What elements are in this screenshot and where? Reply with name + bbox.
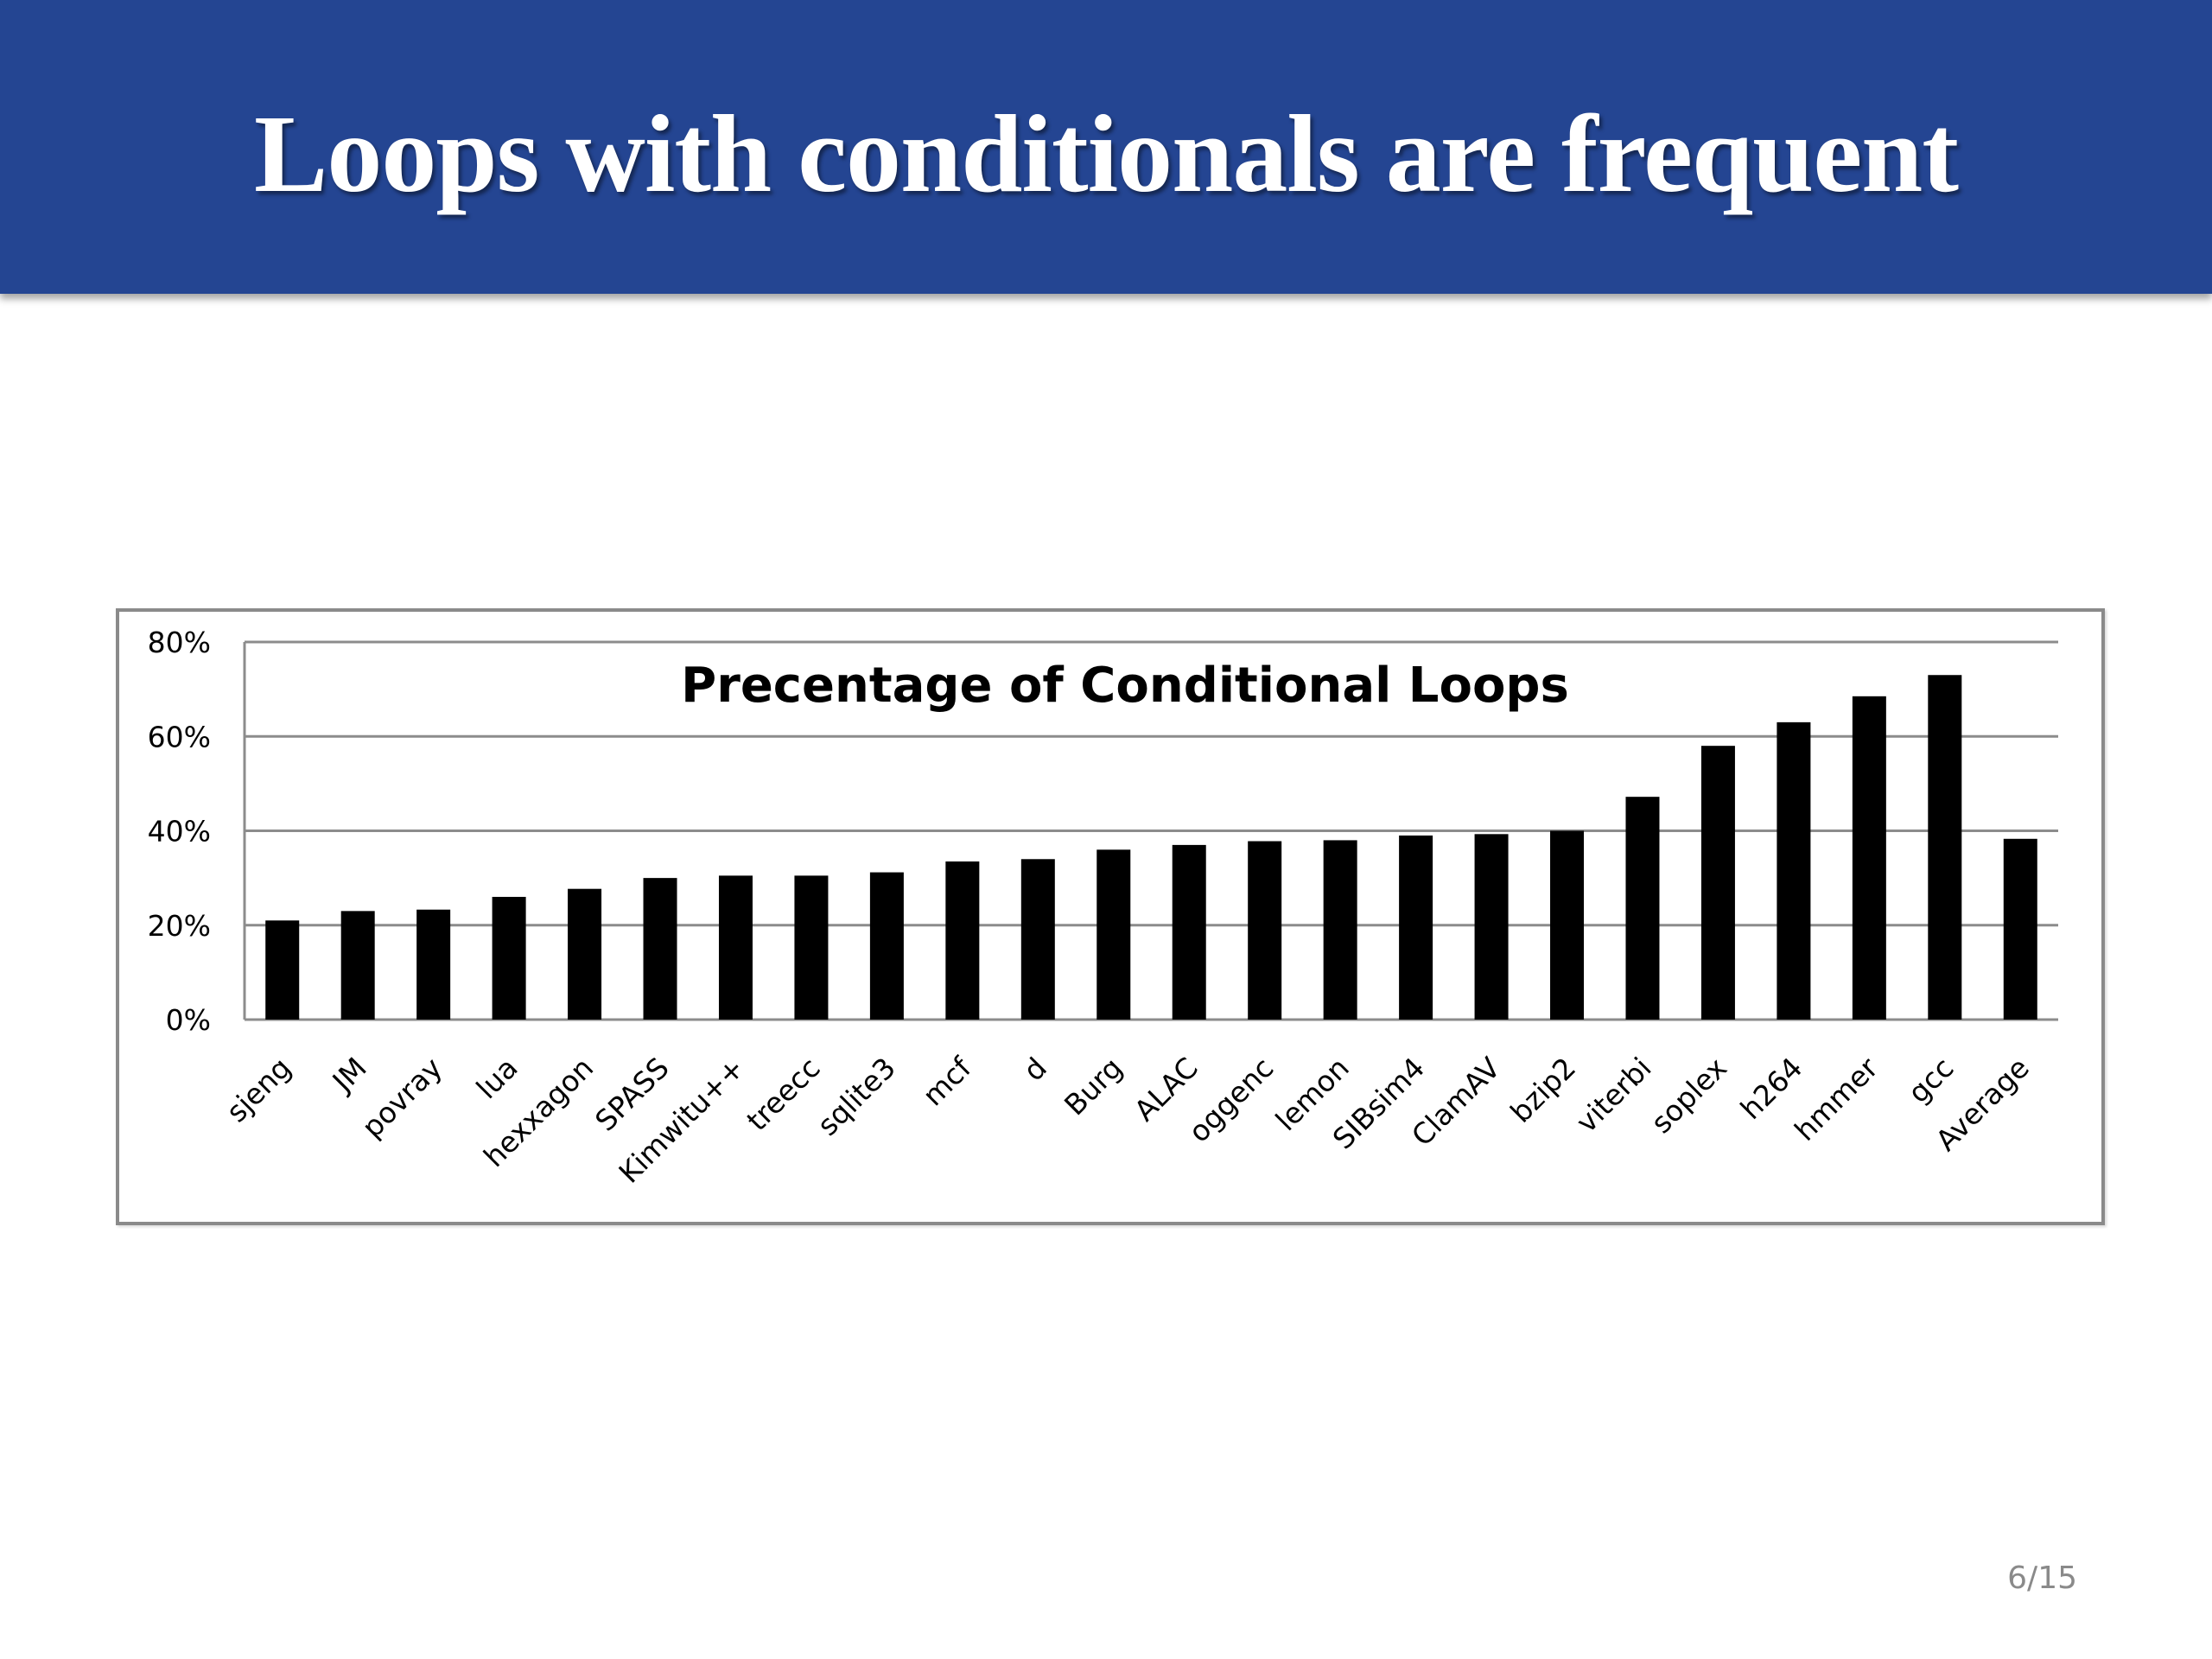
bar-hexxagon: [568, 888, 602, 1020]
bar-mcf: [945, 861, 980, 1020]
bar-lua: [492, 896, 526, 1020]
x-tick-label: d: [1017, 1051, 1053, 1087]
page-number: 6/15: [2007, 1560, 2077, 1596]
y-tick-label: 0%: [166, 1003, 211, 1037]
bar-d: [1020, 859, 1055, 1020]
bar-lemon: [1323, 840, 1357, 1020]
bar-burg: [1096, 849, 1131, 1020]
x-tick-label: JM: [325, 1051, 373, 1099]
y-tick-label: 20%: [148, 909, 211, 943]
x-tick-label: gcc: [1901, 1051, 1960, 1109]
y-tick-label: 60%: [148, 720, 211, 753]
bar-treecc: [794, 875, 829, 1020]
y-tick-label: 80%: [148, 626, 211, 659]
y-tick-labels: 0% 20% 40% 60% 80%: [148, 626, 211, 1037]
bar-viterbi: [1625, 797, 1660, 1020]
x-tick-label: treecc: [740, 1051, 826, 1137]
bar-soplex: [1700, 746, 1735, 1020]
y-tick-label: 40%: [148, 815, 211, 849]
x-tick-label: soplex: [1644, 1051, 1733, 1140]
bar-average: [2003, 838, 2037, 1020]
bar-h264: [1777, 721, 1811, 1020]
x-tick-label: Burg: [1058, 1051, 1128, 1122]
bar-spass: [643, 878, 677, 1020]
chart-title: Precentage of Conditional Loops: [681, 658, 1569, 714]
bar-sjeng: [265, 920, 300, 1020]
bar-gcc: [1928, 675, 1962, 1020]
x-tick-label: hmmer: [1788, 1051, 1885, 1147]
bar-alac: [1172, 844, 1206, 1020]
bar-sibsim4: [1399, 835, 1433, 1020]
x-tick-label: viterbi: [1569, 1051, 1657, 1139]
bar-hmmer: [1852, 696, 1886, 1020]
title-bar: Loops with conditionals are frequent: [0, 0, 2212, 294]
bar-povray: [416, 909, 451, 1020]
bar-clamav: [1474, 834, 1509, 1020]
bar-oggenc: [1248, 841, 1282, 1020]
x-tick-label: povray: [355, 1051, 448, 1144]
bars: [265, 675, 2037, 1020]
x-tick-label: lua: [470, 1051, 524, 1105]
x-tick-label: mcf: [916, 1050, 978, 1112]
bar-jm: [340, 911, 375, 1020]
x-tick-label: sqlite3: [810, 1051, 902, 1142]
slide-title: Loops with conditionals are frequent: [254, 92, 1959, 215]
x-tick-label: oggenc: [1182, 1051, 1280, 1148]
bar-sqlite3: [869, 872, 904, 1020]
x-tick-label: sjeng: [219, 1051, 297, 1128]
bar-bzip2: [1550, 830, 1585, 1020]
bar-kimwitu-: [718, 875, 753, 1020]
grid-lines: [243, 640, 2058, 1021]
